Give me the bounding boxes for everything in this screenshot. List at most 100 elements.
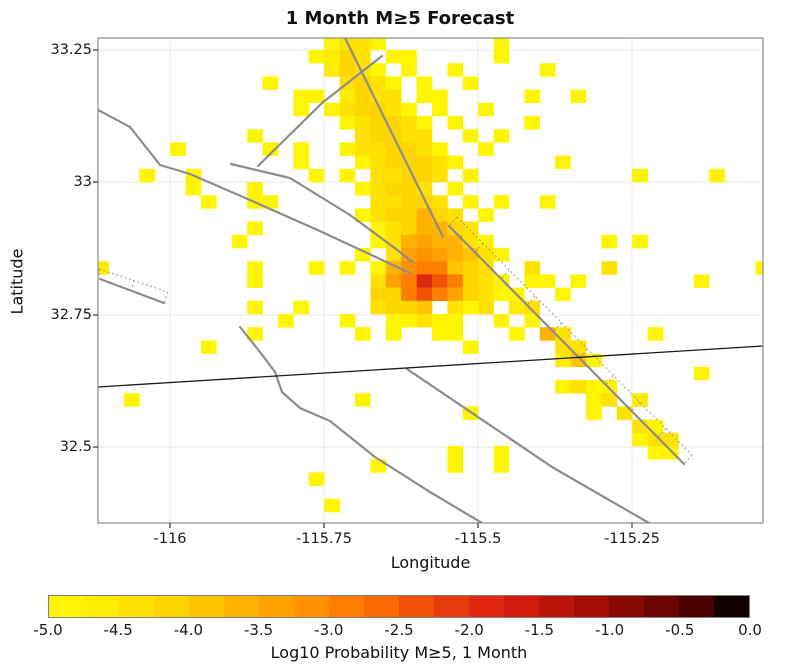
heat-cell [447,300,464,315]
colorbar-tick-label: -5.0 [33,621,63,639]
heat-cell [570,89,587,104]
heat-cell [385,327,402,341]
heat-cell [493,248,510,262]
heat-cell [308,89,325,104]
heat-cell [401,234,417,249]
y-tick-label: 32.5 [59,439,92,455]
heat-cell [293,142,310,156]
heat-cell [416,155,433,170]
x-tick-label: -116 [153,531,187,547]
heat-cell [524,261,541,275]
heat-cell [478,208,494,222]
heat-cell [478,102,494,117]
heat-cell [262,142,279,156]
heat-cell [355,327,371,341]
heat-cell [370,168,387,183]
heat-cell [509,327,525,341]
heat-cell [478,142,494,156]
heat-cell [447,327,464,341]
heat-cell [555,340,571,354]
heat-cell [416,221,433,236]
chart-title: 1 Month M≥5 Forecast [285,8,515,29]
heat-cell [447,274,464,288]
colorbar-label: Log10 Probability M≥5, 1 Month [270,643,528,662]
heat-cell [385,50,402,64]
colorbar-tick-label: 0.0 [738,621,762,639]
heat-cell [401,168,417,183]
colorbar-segment [609,596,644,617]
heat-cell [509,300,525,315]
heat-cell [355,142,371,156]
heat-cell [709,168,725,183]
fault-trace-outlines [98,216,693,465]
heat-cell [462,76,479,90]
heat-cell [262,195,279,209]
heat-cell [201,195,217,209]
y-tick-label: 33 [73,174,92,190]
heat-cell [355,155,371,170]
heat-cell [324,498,340,513]
colorbar-tick-label: -4.5 [103,621,133,639]
heat-cell [355,89,371,104]
heat-cell [478,287,494,302]
colorbar-tick-label: -3.0 [314,621,344,639]
colorbar-segment [224,596,259,617]
heat-cell [370,155,387,170]
heat-cell [370,129,387,143]
heat-cell [416,234,433,249]
heat-cell [293,89,310,104]
heat-cell [401,274,417,288]
heat-cell [462,261,479,275]
heat-cell [524,274,541,288]
heat-cell [401,63,417,77]
heat-cell [432,261,448,275]
heat-cell [539,274,556,288]
heat-cell [401,248,417,262]
heat-cell [355,208,371,222]
heat-cell [447,261,464,275]
heat-cell [339,142,356,156]
heat-cell [385,287,402,302]
heat-cell [447,221,464,236]
heat-cell [462,221,479,236]
heat-cell [755,261,763,275]
colorbar-segment [714,596,749,617]
heat-cell [370,208,387,222]
heat-cell [647,327,664,341]
heat-cell [401,182,417,196]
heat-cell [447,116,464,130]
colorbar-segment [84,596,119,617]
heat-cell [370,287,387,302]
colorbar-segment [329,596,364,617]
heat-cell [385,168,402,183]
heat-cell [324,50,340,64]
heat-cell [324,63,340,77]
heat-cell [231,234,248,249]
heat-cell [324,38,340,51]
heat-cell [663,432,679,447]
heat-cell [308,261,325,275]
heat-cell [432,142,448,156]
heat-cell [632,432,648,447]
heat-cell [370,76,387,90]
heat-cell [432,314,448,328]
heat-cell [370,182,387,196]
heat-cell [478,261,494,275]
heat-cell [247,129,263,143]
colorbar-segment [469,596,504,617]
colorbar-tick-label: -1.5 [524,621,555,639]
heat-cell [247,300,263,315]
heat-cell [601,393,618,407]
heat-cell [555,327,571,341]
colorbar-segment [644,596,679,617]
heat-cell [247,261,263,275]
heat-cell [632,234,648,249]
heat-cell [370,116,387,130]
heat-cell [524,116,541,130]
y-tick-label: 33.25 [50,42,92,58]
heat-cell [447,287,464,302]
heat-cell [432,248,448,262]
heat-cell [416,142,433,156]
probability-cells [98,38,763,513]
